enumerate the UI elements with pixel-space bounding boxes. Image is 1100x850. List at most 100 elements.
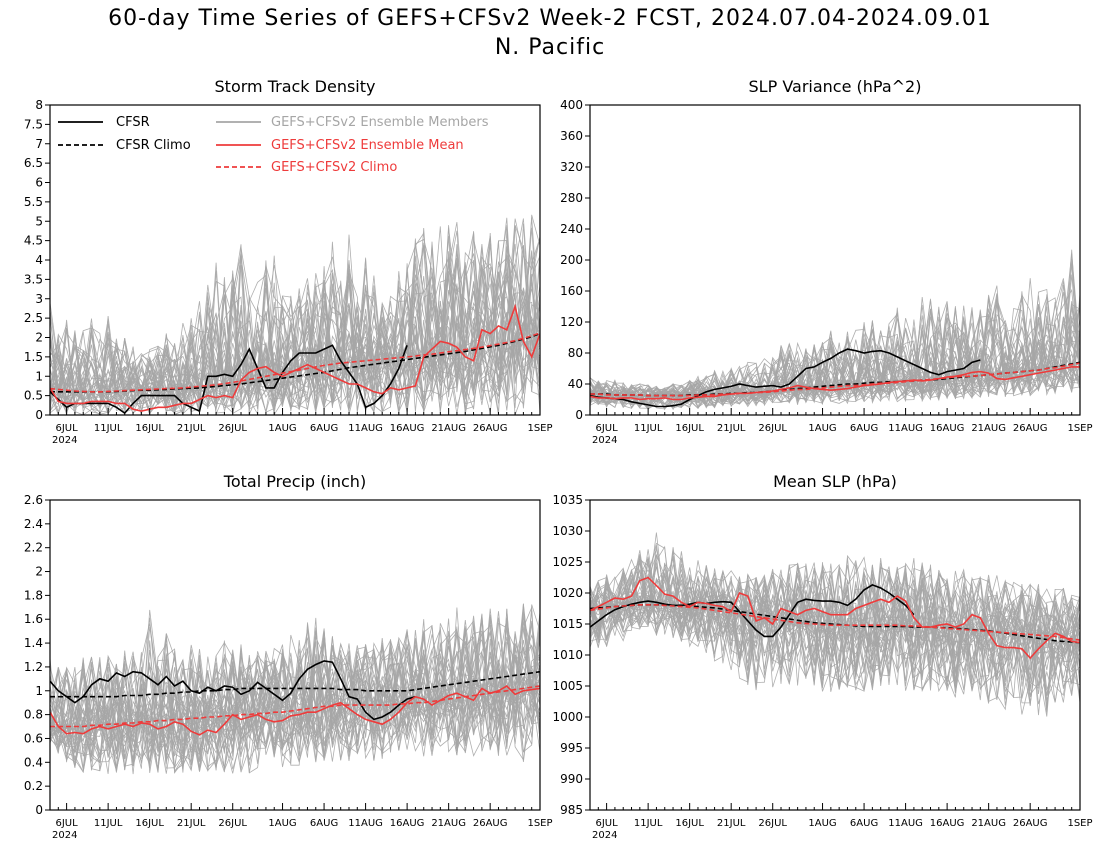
y-tick-label: 2.4 <box>24 517 43 531</box>
x-tick-label: 21AUG <box>971 423 1006 434</box>
ensemble-member-line <box>590 563 1080 701</box>
x-tick-label: 6AUG <box>310 818 338 829</box>
ensemble-member-line <box>50 253 540 415</box>
x-year-label: 2024 <box>52 830 77 841</box>
y-axis: 0 0.5 1 1.5 2 2.5 3 3.5 4 4.5 5 5.5 6 6.5 7 7.5 8 <box>24 98 50 422</box>
y-tick-label: 0.2 <box>24 779 43 793</box>
ensemble-members <box>590 249 1080 411</box>
page-subtitle: N. Pacific <box>494 35 606 60</box>
x-tick-label: 11JUL <box>94 423 123 434</box>
ensemble-member-line <box>50 623 540 775</box>
x-tick-label: 26AUG <box>473 818 508 829</box>
ensemble-member-line <box>590 566 1080 702</box>
y-tick-label: 80 <box>568 346 583 360</box>
x-tick-label: 6JUL <box>596 423 619 434</box>
legend-cfsr-climo-label: CFSR Climo <box>116 138 191 153</box>
y-tick-label: 990 <box>560 772 583 786</box>
y-tick-label: 240 <box>560 222 583 236</box>
y-tick-label: 0 <box>575 408 583 422</box>
x-tick-label: 21AUG <box>431 818 466 829</box>
x-tick-label: 16AUG <box>390 818 425 829</box>
y-tick-label: 0.4 <box>24 755 43 769</box>
legend: CFSR CFSR Climo GEFS+CFSv2 Ensemble Member… <box>58 115 489 175</box>
ensemble-members <box>50 214 540 415</box>
x-tick-label: 6JUL <box>56 423 79 434</box>
x-tick-label: 21JUL <box>177 818 206 829</box>
ensemble-member-line <box>590 558 1080 704</box>
plot-area <box>50 603 540 775</box>
x-tick-label: 1SEP <box>527 818 552 829</box>
x-tick-label: 11AUG <box>348 818 383 829</box>
y-tick-label: 7 <box>35 137 43 151</box>
y-tick-label: 1010 <box>552 648 583 662</box>
ensemble-member-line <box>50 243 540 415</box>
y-axis: 0 40 80 120 160 200 240 280 320 360 400 <box>560 98 590 422</box>
ensemble-mean-line <box>590 576 1080 660</box>
panel-title: Mean SLP (hPa) <box>773 472 897 491</box>
y-tick-label: 2.2 <box>24 541 43 555</box>
x-axis: 6JUL 11JUL 16JUL 21JUL 26JUL 1AUG 6AUG 11AUG 16A… <box>589 803 1093 841</box>
plot-area <box>590 532 1080 717</box>
x-tick-label: 16JUL <box>675 818 704 829</box>
y-tick-label: 0.6 <box>24 731 43 745</box>
y-tick-label: 0.8 <box>24 708 43 722</box>
y-tick-label: 2 <box>35 565 43 579</box>
y-tick-label: 5.5 <box>24 195 43 209</box>
ensemble-mean-line <box>50 303 540 412</box>
x-year-label: 2024 <box>592 435 617 446</box>
y-tick-label: 40 <box>568 377 583 391</box>
y-tick-label: 0 <box>35 408 43 422</box>
x-tick-label: 1SEP <box>1067 818 1092 829</box>
plot-area <box>590 249 1080 411</box>
x-tick-label: 1AUG <box>268 423 296 434</box>
x-tick-label: 11JUL <box>634 818 663 829</box>
legend-mean-label: GEFS+CFSv2 Ensemble Mean <box>271 138 464 153</box>
ensemble-member-line <box>50 615 540 765</box>
y-tick-label: 200 <box>560 253 583 267</box>
y-tick-label: 1 <box>35 684 43 698</box>
x-tick-label: 11AUG <box>888 818 923 829</box>
plot-frame <box>49 499 541 811</box>
x-tick-label: 1AUG <box>808 818 836 829</box>
y-tick-label: 4.5 <box>24 234 43 248</box>
x-tick-label: 6JUL <box>596 818 619 829</box>
y-tick-label: 1.6 <box>24 612 43 626</box>
y-tick-label: 2.6 <box>24 493 43 507</box>
panel-title: Storm Track Density <box>215 77 376 96</box>
x-tick-label: 1SEP <box>527 423 552 434</box>
y-tick-label: 5 <box>35 214 43 228</box>
legend-cfsr-label: CFSR <box>116 115 150 130</box>
x-tick-label: 1AUG <box>268 818 296 829</box>
y-tick-label: 985 <box>560 803 583 817</box>
y-tick-label: 360 <box>560 129 583 143</box>
x-tick-label: 6AUG <box>850 423 878 434</box>
x-tick-label: 21AUG <box>431 423 466 434</box>
x-tick-label: 21JUL <box>717 423 746 434</box>
y-tick-label: 1005 <box>552 679 583 693</box>
ensemble-member-line <box>590 294 1080 410</box>
x-tick-label: 11JUL <box>634 423 663 434</box>
ensemble-member-line <box>590 554 1080 686</box>
page-title: 60-day Time Series of GEFS+CFSv2 Week-2 … <box>108 6 992 31</box>
ensemble-member-line <box>590 288 1080 409</box>
y-tick-label: 0.5 <box>24 389 43 403</box>
y-tick-label: 320 <box>560 160 583 174</box>
y-tick-label: 2 <box>35 331 43 345</box>
chart-panel-3: 0 0.2 0.4 0.6 0.8 1 1.2 1.4 1.6 1.8 2 2.2 2.4 2.6 6JUL… <box>24 472 553 841</box>
x-tick-label: 26AUG <box>473 423 508 434</box>
ensemble-member-line <box>590 554 1080 706</box>
y-axis: 985 990 995 1000 1005 1010 1015 1020 1025 1030 103… <box>552 493 590 817</box>
y-tick-label: 3.5 <box>24 272 43 286</box>
cfsr-line <box>590 348 981 408</box>
ensemble-member-line <box>50 618 540 773</box>
x-year-label: 2024 <box>52 435 77 446</box>
x-tick-label: 26JUL <box>758 818 787 829</box>
y-tick-label: 160 <box>560 284 583 298</box>
ensemble-member-line <box>590 294 1080 410</box>
x-axis: 6JUL 11JUL 16JUL 21JUL 26JUL 1AUG 6AUG 11AUG 16A… <box>49 408 553 446</box>
panel-title: SLP Variance (hPa^2) <box>749 77 922 96</box>
ensemble-member-line <box>590 545 1080 692</box>
x-tick-label: 16JUL <box>675 423 704 434</box>
y-tick-label: 1025 <box>552 555 583 569</box>
